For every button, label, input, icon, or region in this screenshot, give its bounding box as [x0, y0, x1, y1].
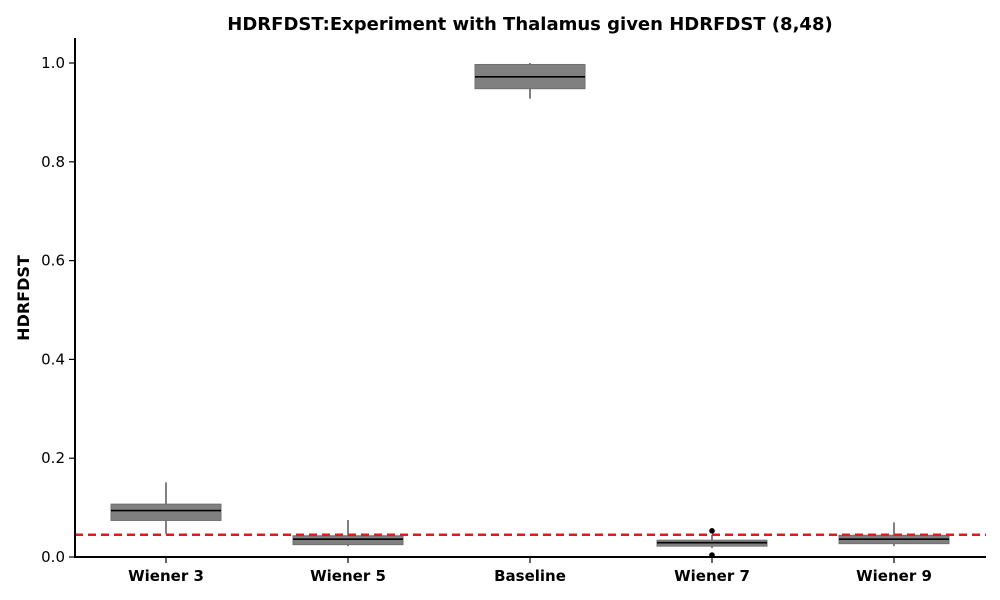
y-tick-label: 0.6 — [41, 252, 65, 270]
outlier-point — [709, 528, 715, 534]
x-tick-label: Baseline — [494, 567, 566, 585]
x-tick-label: Wiener 7 — [674, 567, 750, 585]
box-iqr — [111, 504, 221, 520]
y-tick-label: 0.4 — [41, 350, 65, 368]
plot-area: 0.0 0.2 0.4 0.6 0.8 1.0 Wiener 3 Wiener 5 Baseli… — [41, 38, 986, 585]
x-tick-label: Wiener 9 — [856, 567, 932, 585]
y-tick-label: 0.8 — [41, 153, 65, 171]
chart-title: HDRFDST:Experiment with Thalamus given H… — [227, 14, 832, 35]
y-axis-label: HDRFDST — [14, 255, 33, 341]
y-tick-label: 0.0 — [41, 548, 65, 566]
x-tick-label: Wiener 5 — [310, 567, 386, 585]
box-iqr — [293, 536, 403, 545]
y-tick-label: 0.2 — [41, 449, 65, 467]
y-tick-label: 1.0 — [41, 54, 65, 72]
x-tick-label: Wiener 3 — [128, 567, 204, 585]
